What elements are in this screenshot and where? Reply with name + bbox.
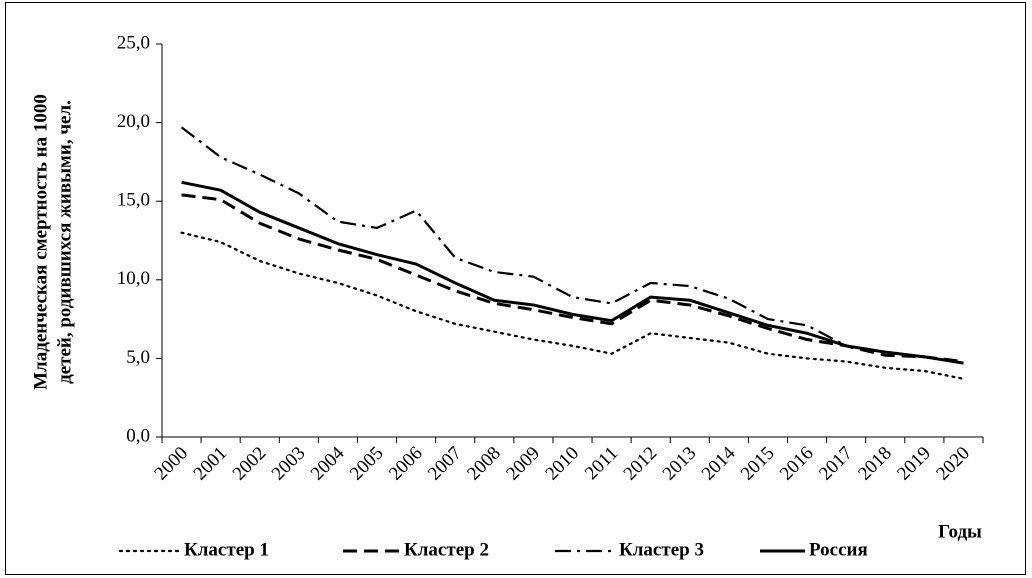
- x-tick-label: 2016: [776, 443, 818, 485]
- y-tick-label: 25,0: [117, 32, 150, 53]
- series-line: [181, 193, 964, 364]
- x-tick-label: 2013: [659, 443, 701, 485]
- x-tick-label: 2003: [268, 443, 310, 485]
- x-tick-label: 2014: [698, 442, 740, 484]
- legend-label: Кластер 1: [184, 539, 269, 560]
- legend-label: Россия: [809, 539, 868, 560]
- series-line: [180, 231, 965, 380]
- frame: [5, 2, 1026, 575]
- x-tick-label: 2004: [307, 442, 349, 484]
- x-tick-label: 2002: [229, 443, 271, 485]
- x-tick-label: 2009: [502, 443, 544, 485]
- series-line: [180, 126, 964, 365]
- x-tick-label: 2015: [737, 443, 779, 485]
- legend-label: Кластер 2: [404, 539, 489, 560]
- y-tick-label: 10,0: [117, 268, 150, 289]
- x-tick-label: 2012: [620, 443, 662, 485]
- x-tick-label: 2011: [581, 443, 622, 484]
- legend-label: Кластер 3: [619, 539, 704, 560]
- x-axis-label: Годы: [938, 521, 982, 542]
- y-tick-label: 5,0: [126, 347, 150, 368]
- x-tick-label: 2007: [424, 443, 466, 485]
- x-tick-label: 2008: [463, 443, 505, 485]
- x-tick-label: 2000: [150, 443, 192, 485]
- x-tick-label: 2018: [854, 443, 896, 485]
- x-tick-label: 2001: [190, 443, 232, 485]
- x-tick-label: 2019: [893, 443, 935, 485]
- y-axis-label: Младенческая смертность на 1000 детей, р…: [30, 94, 75, 390]
- y-tick-label: 15,0: [117, 190, 150, 211]
- y-tick-label: 20,0: [117, 111, 150, 132]
- y-label-line: детей, родившихся живыми, чел.: [54, 100, 75, 384]
- x-tick-label: 2010: [541, 443, 583, 485]
- y-tick-label: 0,0: [126, 425, 150, 446]
- y-label-line: Младенческая смертность на 1000: [30, 94, 51, 390]
- x-tick-label: 2020: [932, 443, 974, 485]
- x-tick-label: 2006: [385, 443, 427, 485]
- series-line: [181, 180, 964, 365]
- x-tick-label: 2017: [815, 443, 857, 485]
- x-tick-label: 2005: [346, 443, 388, 485]
